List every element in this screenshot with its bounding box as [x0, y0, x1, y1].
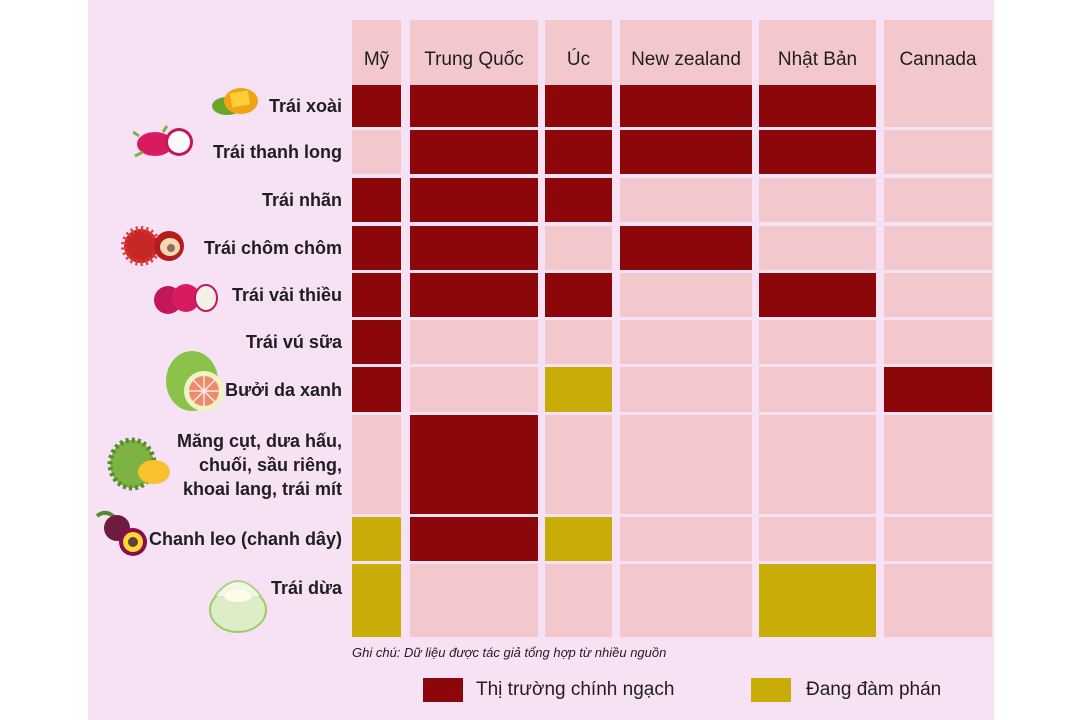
cell-none	[884, 85, 992, 127]
legend-swatch-negotiating	[751, 678, 791, 702]
cell-none	[620, 564, 752, 637]
cell-none	[759, 226, 876, 270]
cell-official	[352, 273, 401, 317]
coconut-icon	[205, 566, 271, 639]
cell-none	[352, 415, 401, 514]
cell-official	[620, 130, 752, 174]
cell-none	[884, 178, 992, 222]
cell-official	[352, 367, 401, 412]
cell-none	[759, 517, 876, 561]
cell-official	[352, 320, 401, 364]
cell-official	[545, 178, 612, 222]
cell-none	[884, 517, 992, 561]
pomelo-icon	[162, 345, 232, 420]
cell-official	[759, 85, 876, 127]
cell-none	[620, 320, 752, 364]
cell-none	[884, 226, 992, 270]
cell-none	[352, 130, 401, 174]
cell-official	[410, 130, 538, 174]
cell-none	[545, 564, 612, 637]
passion-fruit-icon	[93, 508, 153, 563]
row-label: Trái vải thiều	[231, 285, 342, 305]
row-label: Bưởi da xanh	[225, 379, 342, 400]
row-label: Trái chôm chôm	[203, 238, 342, 258]
cell-none	[884, 415, 992, 514]
cell-official	[410, 415, 538, 514]
cell-none	[620, 517, 752, 561]
row-label: Trái vú sữa	[245, 332, 342, 352]
legend-swatch-official	[423, 678, 463, 702]
cell-official	[759, 273, 876, 317]
rambutan-icon	[115, 224, 191, 273]
cell-none	[759, 367, 876, 412]
cell-negotiating	[352, 517, 401, 561]
row-label: Trái xoài	[268, 96, 342, 116]
lychee-icon	[152, 280, 218, 321]
cell-none	[410, 320, 538, 364]
row-label: Trái dừa	[270, 578, 342, 598]
cell-negotiating	[545, 367, 612, 412]
row-label: Trái nhãn	[261, 190, 342, 210]
source-note: Ghi chú: Dữ liệu được tác giả tổng hợp t…	[352, 645, 667, 660]
cell-none	[545, 226, 612, 270]
cell-negotiating	[759, 564, 876, 637]
cell-official	[620, 85, 752, 127]
cell-none	[410, 564, 538, 637]
cell-official	[410, 178, 538, 222]
cell-none	[545, 320, 612, 364]
cell-none	[620, 273, 752, 317]
cell-none	[884, 273, 992, 317]
cell-official	[884, 367, 992, 412]
cell-negotiating	[545, 517, 612, 561]
durian-icon	[106, 434, 176, 497]
cell-official	[545, 85, 612, 127]
cell-none	[759, 320, 876, 364]
row-label: Măng cụt, dưa hấu, chuối, sầu riêng, kho…	[176, 430, 342, 499]
cell-none	[620, 178, 752, 222]
row-label: Trái thanh long	[213, 142, 342, 162]
cell-official	[352, 178, 401, 222]
cell-none	[759, 178, 876, 222]
cell-none	[884, 130, 992, 174]
cell-official	[410, 517, 538, 561]
dragon-fruit-icon	[132, 124, 199, 165]
cell-official	[410, 85, 538, 127]
mango-icon	[203, 84, 265, 123]
cell-none	[620, 415, 752, 514]
cell-none	[759, 415, 876, 514]
legend-label-negotiating: Đang đàm phán	[806, 679, 942, 700]
cell-official	[352, 226, 401, 270]
cell-none	[545, 415, 612, 514]
cell-official	[352, 85, 401, 127]
row-label: Chanh leo (chanh dây)	[148, 529, 342, 549]
cell-negotiating	[352, 564, 401, 637]
cell-none	[884, 320, 992, 364]
cell-official	[545, 130, 612, 174]
cell-official	[545, 273, 612, 317]
cell-official	[759, 130, 876, 174]
cell-none	[410, 367, 538, 412]
cell-official	[620, 226, 752, 270]
cell-none	[884, 564, 992, 637]
cell-none	[620, 367, 752, 412]
cell-official	[410, 273, 538, 317]
cell-official	[410, 226, 538, 270]
legend-label-official: Thị trường chính ngạch	[476, 679, 675, 700]
